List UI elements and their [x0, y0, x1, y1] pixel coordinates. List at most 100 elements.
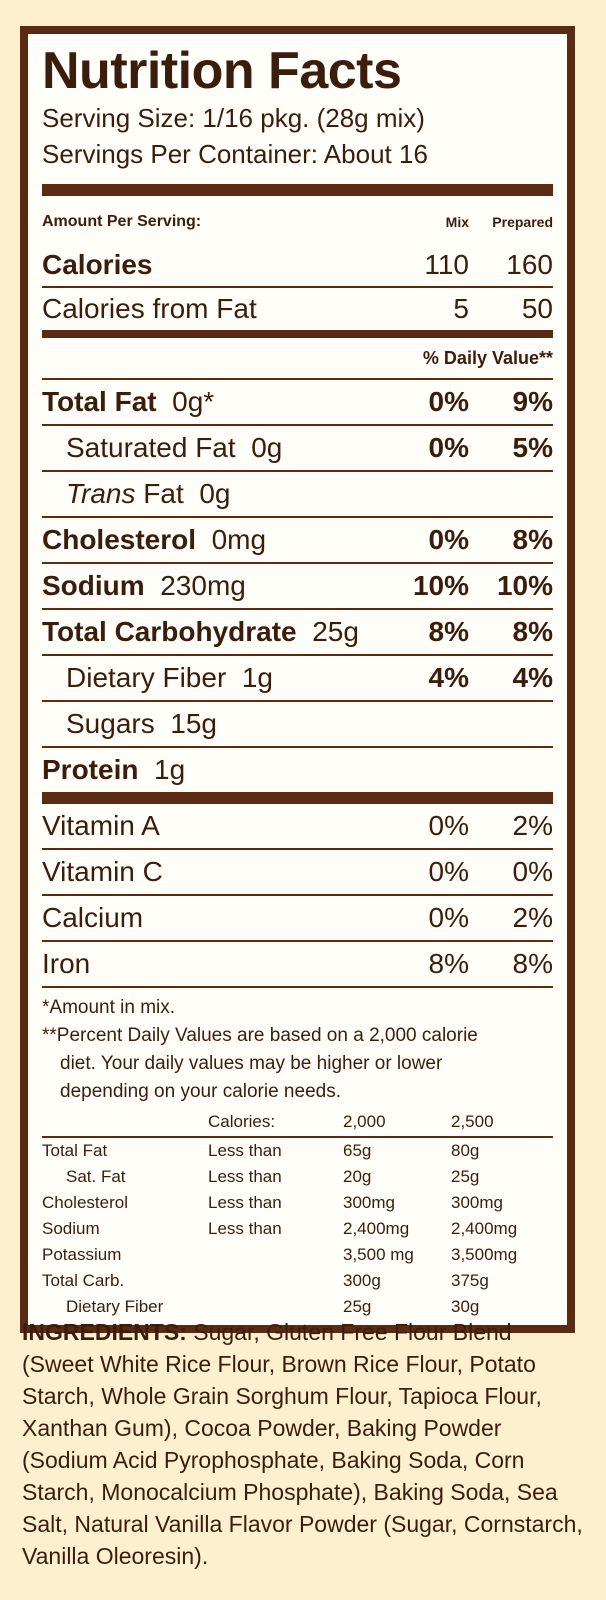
nutrient-amount: 15g [170, 708, 217, 739]
nutrient-mix: 4% [428, 662, 469, 693]
vitamin-name: Vitamin C [42, 856, 163, 887]
nutrient-name: Sugars [66, 708, 155, 739]
amount-per-serving-header: Amount Per Serving: Mix Prepared [42, 196, 553, 244]
vitamin-prepared: 8% [512, 948, 553, 979]
vitamin-mix: 0% [428, 810, 469, 841]
daily-values-row: Sat. Fat Less than 20g 25g [42, 1164, 553, 1190]
footnote-daily-value: diet. Your daily values may be higher or… [60, 1053, 443, 1074]
vitamin-row: Calcium 0% 2% [42, 894, 553, 940]
calories-2000: 2,000 [343, 1112, 386, 1131]
dv-value-2000: 20g [343, 1167, 372, 1186]
dv-condition: Less than [208, 1167, 282, 1186]
vitamin-prepared: 0% [512, 856, 553, 887]
dv-value-2500: 3,500mg [451, 1245, 518, 1264]
dv-value-2500: 300mg [451, 1193, 503, 1212]
nutrient-row: Protein 1g [42, 746, 553, 792]
dv-value-2000: 65g [343, 1136, 451, 1164]
nutrient-prepared: 8% [512, 616, 553, 647]
divider-thick [42, 184, 553, 196]
serving-size: Serving Size: 1/16 pkg. (28g mix) [42, 103, 425, 133]
nutrient-row: Saturated Fat 0g 0% 5% [42, 424, 553, 470]
servings-per-container: Servings Per Container: About 16 [42, 139, 428, 169]
vitamin-mix: 0% [428, 902, 469, 933]
nutrient-name: Protein [42, 754, 139, 785]
nutrient-name: Sodium [42, 570, 145, 601]
dv-value-2500: 80g [451, 1136, 553, 1164]
nutrient-amount: 0g [199, 478, 231, 509]
vitamin-name: Calcium [42, 902, 144, 933]
nutrient-amount: 0g [251, 432, 283, 463]
nutrient-prepared: 9% [512, 386, 553, 417]
nutrient-mix: 8% [428, 616, 469, 647]
dv-value-2000: 2,400mg [343, 1219, 410, 1238]
daily-values-row: Total Fat Less than 65g 80g [42, 1136, 553, 1164]
nutrient-name: Dietary Fiber [66, 662, 227, 693]
daily-values-table: Calories: 2,000 2,500 Total Fat Less tha… [42, 1108, 553, 1320]
daily-values-header-row: Calories: 2,000 2,500 [42, 1108, 553, 1137]
daily-value-label: % Daily Value** [422, 347, 553, 368]
daily-value-header: % Daily Value** [42, 338, 553, 378]
nutrient-mix: 0% [428, 524, 469, 555]
dv-nutrient: Sat. Fat [66, 1167, 126, 1186]
nutrient-row: Cholesterol 0mg 0% 8% [42, 516, 553, 562]
amount-per-serving-label: Amount Per Serving: [42, 213, 202, 230]
dv-value-2500: 30g [451, 1297, 480, 1316]
dv-condition: Less than [208, 1136, 343, 1164]
nutrient-row: Sodium 230mg 10% 10% [42, 562, 553, 608]
dv-nutrient: Dietary Fiber [66, 1297, 164, 1316]
nutrient-mix: 0% [428, 432, 469, 463]
calories-label: Calories [42, 249, 153, 280]
dv-condition: Less than [208, 1219, 282, 1238]
nutrient-row: Total Carbohydrate 25g 8% 8% [42, 608, 553, 654]
prepared-column-header: Prepared [492, 214, 553, 230]
daily-values-row: Potassium 3,500 mg 3,500mg [42, 1242, 553, 1268]
nutrient-prepared: 5% [512, 432, 553, 463]
nutrient-row: Trans Fat 0g [42, 470, 553, 516]
daily-values-row: Total Carb. 300g 375g [42, 1268, 553, 1294]
nutrient-amount: 0g* [172, 386, 215, 417]
vitamin-prepared: 2% [512, 902, 553, 933]
dv-nutrient: Potassium [42, 1245, 122, 1264]
dv-nutrient: Cholesterol [42, 1193, 128, 1212]
nutrient-prepared: 8% [512, 524, 553, 555]
calories-header: Calories: [208, 1112, 276, 1131]
dv-nutrient: Total Carb. [42, 1271, 125, 1290]
nutrient-name: Total Fat [42, 386, 157, 417]
dv-value-2000: 25g [343, 1297, 372, 1316]
footnote-amount: *Amount in mix. [42, 997, 176, 1018]
nutrient-mix: 10% [412, 570, 469, 601]
dv-value-2000: 300g [343, 1271, 381, 1290]
dv-value-2500: 25g [451, 1167, 480, 1186]
vitamin-mix: 8% [428, 948, 469, 979]
nutrient-name: Saturated Fat [66, 432, 236, 463]
calories-from-fat-row: Calories from Fat 5 50 [42, 286, 553, 330]
nutrient-row: Dietary Fiber 1g 4% 4% [42, 654, 553, 700]
nutrition-facts-panel: Nutrition Facts Serving Size: 1/16 pkg. … [20, 26, 575, 1333]
calories-from-fat-prepared: 50 [521, 293, 553, 324]
dv-value-2000: 3,500 mg [343, 1245, 414, 1264]
calories-mix: 110 [424, 249, 469, 280]
calories-prepared: 160 [506, 249, 553, 280]
nutrient-mix: 0% [428, 386, 469, 417]
footnotes: *Amount in mix. **Percent Daily Values a… [42, 994, 553, 1106]
footnote-daily-value: depending on your calorie needs. [60, 1081, 341, 1102]
ingredients-text: Sugar, Gluten Free Flour Blend (Sweet Wh… [22, 1319, 583, 1569]
nutrient-amount: 25g [312, 616, 359, 647]
calories-row: Calories 110 160 [42, 244, 553, 286]
nutrient-name: Trans [66, 478, 136, 509]
vitamin-row: Vitamin C 0% 0% [42, 848, 553, 894]
nutrient-amount: 0mg [211, 524, 267, 555]
calories-from-fat-mix: 5 [453, 293, 469, 324]
nutrient-amount: 1g [154, 754, 186, 785]
vitamin-prepared: 2% [512, 810, 553, 841]
nutrient-amount: 230mg [160, 570, 246, 601]
nutrient-row: Total Fat 0g* 0% 9% [42, 378, 553, 424]
mix-column-header: Mix [445, 214, 469, 230]
divider-thick [42, 792, 553, 804]
daily-values-row: Sodium Less than 2,400mg 2,400mg [42, 1216, 553, 1242]
vitamin-name: Iron [42, 948, 91, 979]
vitamin-mix: 0% [428, 856, 469, 887]
dv-nutrient: Sodium [42, 1219, 100, 1238]
divider-medium [42, 330, 553, 338]
nutrient-amount: 1g [241, 662, 273, 693]
